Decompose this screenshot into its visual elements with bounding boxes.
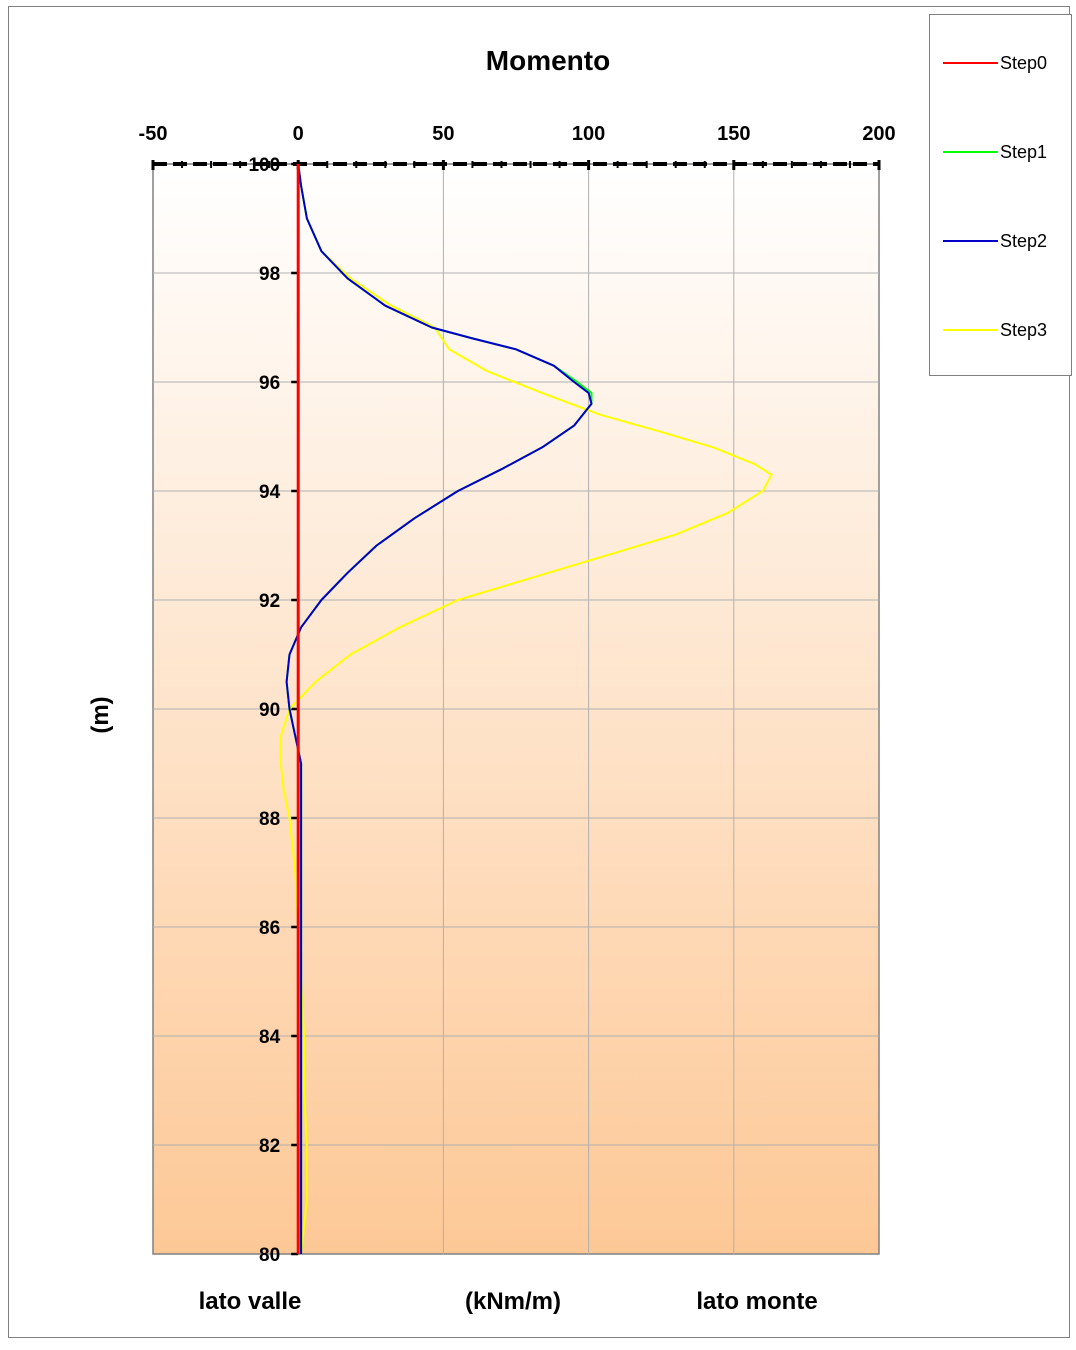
legend-label-step1: Step1 [1000, 142, 1047, 162]
bottom-right-label: lato monte [696, 1288, 817, 1315]
legend-box [929, 14, 1072, 376]
x-tick-label: 150 [717, 123, 750, 145]
chart-title: Momento [486, 45, 610, 76]
y-tick-label: 82 [259, 1136, 280, 1157]
x-tick-label: 0 [293, 123, 304, 145]
y-tick-label: 98 [259, 264, 280, 285]
y-tick-label: 92 [259, 591, 280, 612]
series [279, 163, 773, 1255]
x-tick-label: 200 [862, 123, 895, 145]
bottom-left-label: lato valle [199, 1288, 302, 1315]
y-tick-label: 80 [259, 1245, 280, 1266]
x-tick-label: -50 [139, 123, 168, 145]
y-tick-label: 88 [259, 809, 280, 830]
y-axis-label: (m) [87, 696, 114, 733]
x-tick-label: 50 [432, 123, 454, 145]
legend-label-step3: Step3 [1000, 320, 1047, 340]
y-tick-label: 100 [248, 155, 280, 176]
legend-label-step2: Step2 [1000, 231, 1047, 251]
legend-label-step0: Step0 [1000, 53, 1047, 73]
series-line-step2 [285, 163, 593, 1254]
grid [153, 164, 879, 1254]
y-tick-label: 94 [259, 482, 281, 503]
x-tick-label: 100 [572, 123, 605, 145]
y-tick-label: 90 [259, 700, 280, 721]
x-axis-label: (kNm/m) [465, 1288, 561, 1315]
y-tick-label: 96 [259, 373, 280, 394]
chart-text: Momento (m) lato valle (kNm/m) lato mont… [87, 45, 818, 1315]
legend: Step0 Step1 Step2 Step3 [929, 14, 1072, 376]
y-tick-label: 84 [259, 1027, 281, 1048]
y-tick-label: 86 [259, 918, 280, 939]
